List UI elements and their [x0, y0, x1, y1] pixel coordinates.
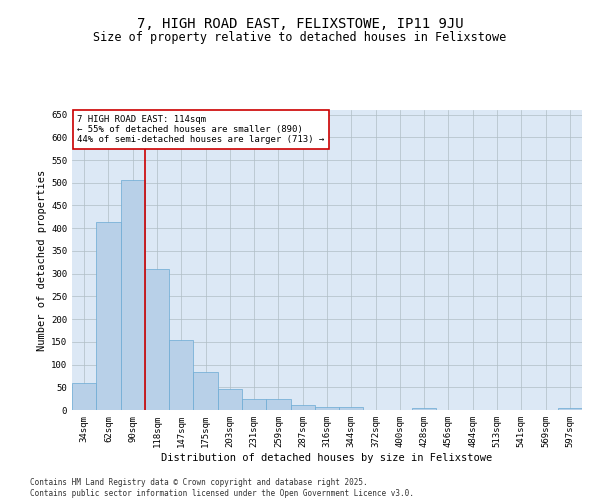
Bar: [266, 399, 290, 410]
Y-axis label: Number of detached properties: Number of detached properties: [37, 170, 47, 350]
X-axis label: Distribution of detached houses by size in Felixstowe: Distribution of detached houses by size …: [161, 452, 493, 462]
Bar: [315, 407, 339, 410]
Bar: [72, 382, 96, 410]
Bar: [218, 389, 242, 410]
Bar: [412, 408, 436, 410]
Text: 7, HIGH ROAD EAST, FELIXSTOWE, IP11 9JU: 7, HIGH ROAD EAST, FELIXSTOWE, IP11 9JU: [137, 18, 463, 32]
Bar: [558, 408, 582, 410]
Text: Size of property relative to detached houses in Felixstowe: Size of property relative to detached ho…: [94, 31, 506, 44]
Bar: [96, 222, 121, 410]
Bar: [169, 340, 193, 410]
Bar: [121, 180, 145, 410]
Bar: [193, 372, 218, 410]
Bar: [145, 268, 169, 410]
Bar: [339, 407, 364, 410]
Text: 7 HIGH ROAD EAST: 114sqm
← 55% of detached houses are smaller (890)
44% of semi-: 7 HIGH ROAD EAST: 114sqm ← 55% of detach…: [77, 114, 325, 144]
Bar: [290, 406, 315, 410]
Text: Contains HM Land Registry data © Crown copyright and database right 2025.
Contai: Contains HM Land Registry data © Crown c…: [30, 478, 414, 498]
Bar: [242, 399, 266, 410]
